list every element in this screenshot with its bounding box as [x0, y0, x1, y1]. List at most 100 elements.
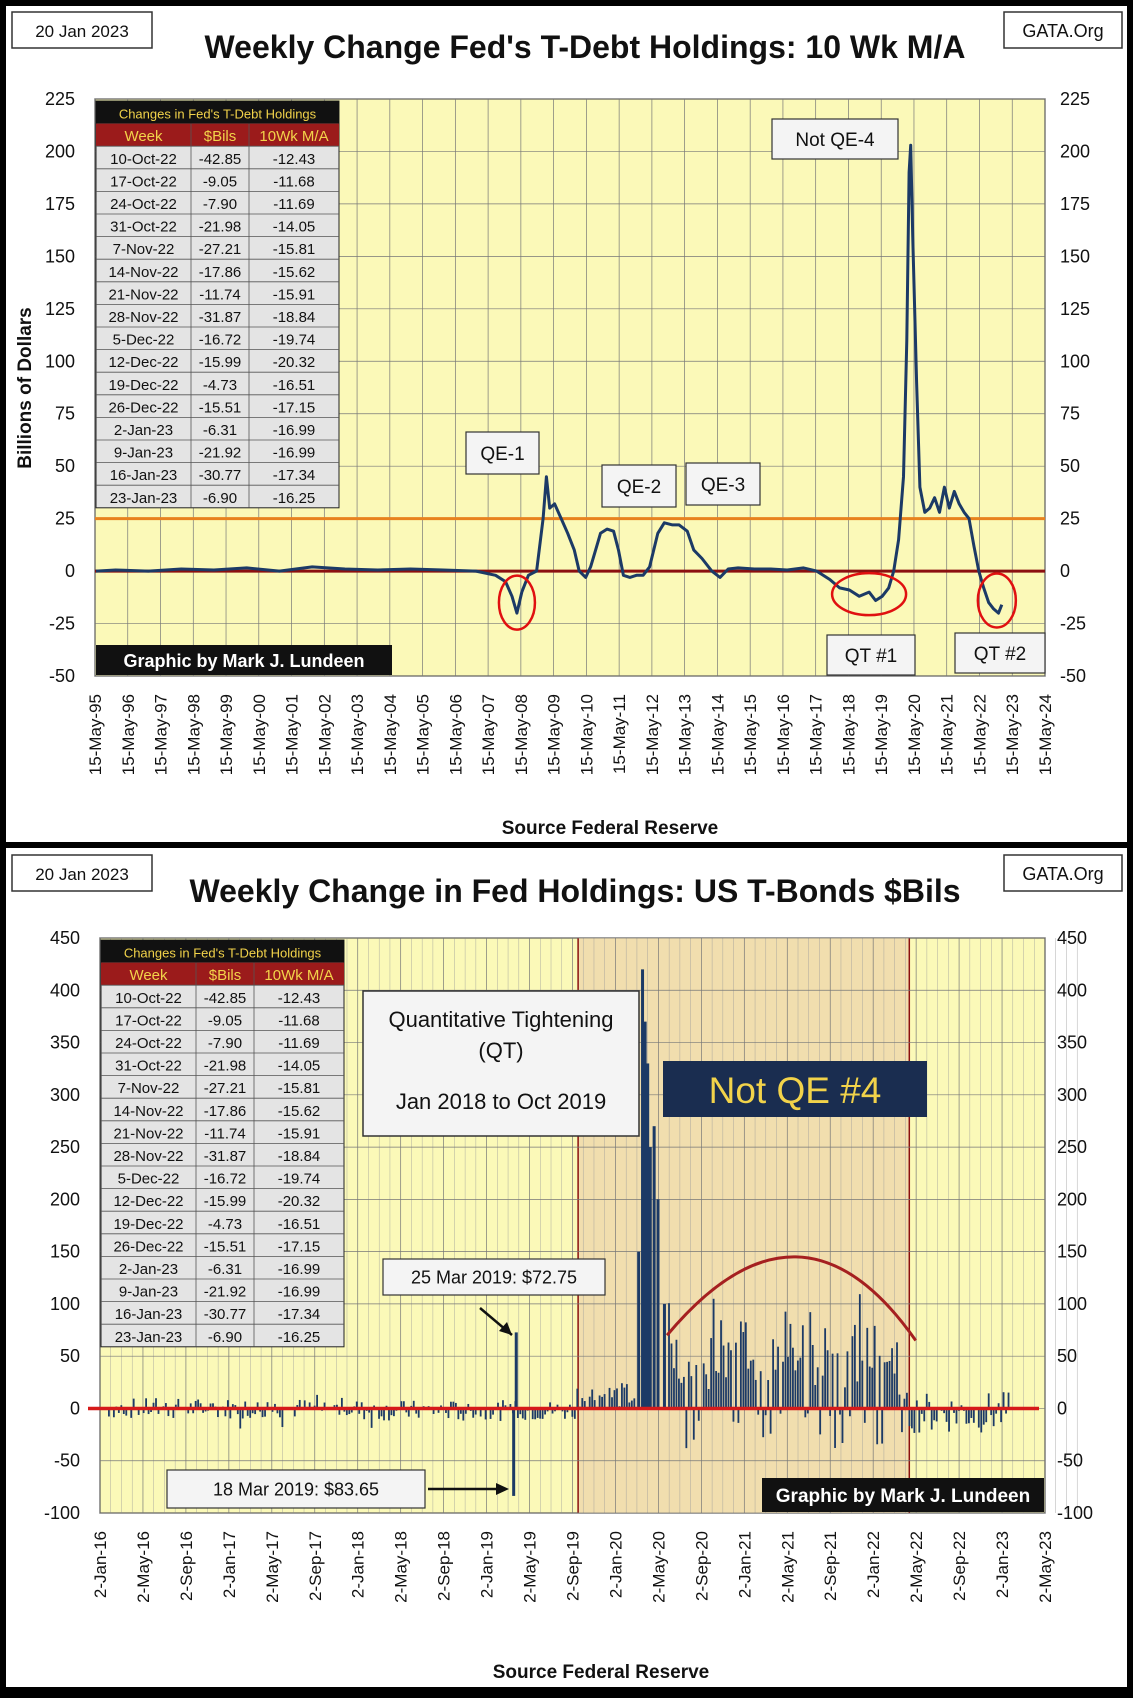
x-tick-label: 2-Jan-21 — [735, 1531, 754, 1598]
weekly-bar — [576, 1388, 579, 1409]
weekly-bar — [891, 1348, 893, 1409]
weekly-bar — [167, 1408, 170, 1417]
table-cell: -7.90 — [208, 1035, 242, 1052]
weekly-bar — [764, 1408, 767, 1416]
weekly-bar — [541, 1408, 544, 1419]
x-tick-label: 15-May-10 — [577, 694, 596, 775]
weekly-bar — [217, 1408, 219, 1418]
weekly-bar — [484, 1408, 487, 1420]
weekly-bar — [132, 1398, 135, 1409]
weekly-bar — [142, 1408, 145, 1414]
weekly-bar — [732, 1408, 735, 1422]
table-cell: -21.92 — [199, 445, 242, 462]
table-cell: -15.99 — [204, 1193, 247, 1210]
weekly-bar — [187, 1408, 190, 1414]
x-tick-label: 2-Sep-18 — [435, 1531, 454, 1601]
x-tick-label: 15-May-17 — [807, 694, 826, 775]
weekly-bar — [928, 1401, 931, 1409]
weekly-bar — [690, 1376, 693, 1409]
weekly-bar — [621, 1383, 623, 1409]
weekly-bar — [239, 1408, 242, 1429]
weekly-bar — [316, 1394, 318, 1409]
y-tick-label-left: 100 — [50, 1294, 80, 1314]
x-tick-label: 2-May-22 — [907, 1531, 926, 1603]
weekly-bar — [749, 1360, 752, 1409]
weekly-bar — [519, 1408, 522, 1415]
y-tick-label-right: 400 — [1057, 980, 1087, 1000]
weekly-bar — [370, 1408, 373, 1428]
key-bar — [643, 1021, 647, 1409]
credit-box — [96, 645, 392, 675]
weekly-bar — [821, 1375, 824, 1409]
y-tick-label-right: 25 — [1060, 509, 1080, 529]
table-cell: -7.90 — [203, 196, 237, 213]
callout-qt1: QT #1 — [845, 646, 897, 667]
weekly-bar — [715, 1371, 717, 1409]
weekly-bar — [254, 1408, 257, 1415]
weekly-bar — [437, 1408, 440, 1413]
weekly-bar — [236, 1408, 239, 1415]
table-cell: -42.85 — [204, 990, 247, 1007]
weekly-bar — [117, 1408, 120, 1413]
weekly-bar — [551, 1408, 554, 1414]
x-tick-label: 2-May-17 — [263, 1531, 282, 1603]
table-cell: 2-Jan-23 — [114, 422, 173, 439]
weekly-bar — [948, 1408, 950, 1432]
weekly-bar — [794, 1370, 797, 1409]
x-tick-label: 15-May-98 — [184, 694, 203, 775]
weekly-bar — [980, 1408, 983, 1433]
y-tick-label-right: 75 — [1060, 404, 1080, 424]
x-tick-label: 2-Jan-23 — [993, 1531, 1012, 1598]
weekly-bar — [479, 1408, 482, 1417]
weekly-bar — [851, 1336, 854, 1409]
weekly-bar — [108, 1408, 110, 1417]
table-cell: -6.31 — [203, 422, 237, 439]
arrowhead-18mar2019 — [496, 1483, 509, 1495]
weekly-bar — [400, 1401, 403, 1409]
weekly-bar — [464, 1408, 467, 1414]
y-tick-label-right: 0 — [1057, 1398, 1067, 1418]
x-tick-label: 15-May-08 — [512, 694, 531, 775]
x-tick-label: 15-May-09 — [545, 694, 564, 775]
weekly-bar — [777, 1346, 779, 1409]
weekly-bar — [839, 1408, 841, 1415]
y-tick-label-left: 0 — [65, 561, 75, 581]
weekly-bar — [697, 1408, 700, 1421]
weekly-bar — [623, 1387, 626, 1409]
callout-qe3: QE-3 — [701, 475, 745, 496]
weekly-bar — [231, 1404, 234, 1409]
weekly-bar — [281, 1408, 284, 1428]
y-tick-label-left: -50 — [49, 666, 75, 686]
table-cell: 19-Dec-22 — [113, 1216, 183, 1233]
weekly-bar — [249, 1408, 252, 1418]
callout-not-qe4: Not QE-4 — [795, 130, 875, 151]
table-cell: -16.51 — [273, 377, 316, 394]
weekly-bar — [244, 1401, 247, 1409]
weekly-bar — [906, 1392, 908, 1409]
qt-line1: Quantitative Tightening — [388, 1007, 613, 1032]
weekly-bar — [873, 1325, 876, 1409]
table-cell: -18.84 — [273, 309, 316, 326]
table-cell: 28-Nov-22 — [108, 309, 178, 326]
callout-18mar2019-box — [166, 1469, 426, 1509]
table-cell: 16-Jan-23 — [110, 467, 178, 484]
table-cell: 10-Oct-22 — [110, 151, 177, 168]
table-header-bar — [101, 962, 344, 986]
y-tick-label-right: -25 — [1060, 614, 1086, 634]
y-tick-label-right: 200 — [1057, 1189, 1087, 1209]
weekly-bar — [737, 1408, 740, 1423]
table-cell: -30.77 — [199, 467, 242, 484]
table-cell: -15.51 — [199, 399, 242, 416]
weekly-bar — [172, 1408, 175, 1418]
key-bar — [637, 1251, 641, 1409]
weekly-bar — [274, 1403, 276, 1409]
weekly-bar — [407, 1408, 410, 1417]
series-line-10wk-ma — [95, 143, 1004, 615]
weekly-bar — [898, 1394, 901, 1409]
credit-label: Graphic by Mark J. Lundeen — [123, 651, 364, 671]
weekly-bar — [742, 1332, 745, 1409]
table-cell: 9-Jan-23 — [114, 445, 173, 462]
callout-qe2-box — [601, 464, 677, 508]
x-tick-label: 15-May-95 — [86, 694, 105, 775]
weekly-bar — [759, 1371, 762, 1409]
